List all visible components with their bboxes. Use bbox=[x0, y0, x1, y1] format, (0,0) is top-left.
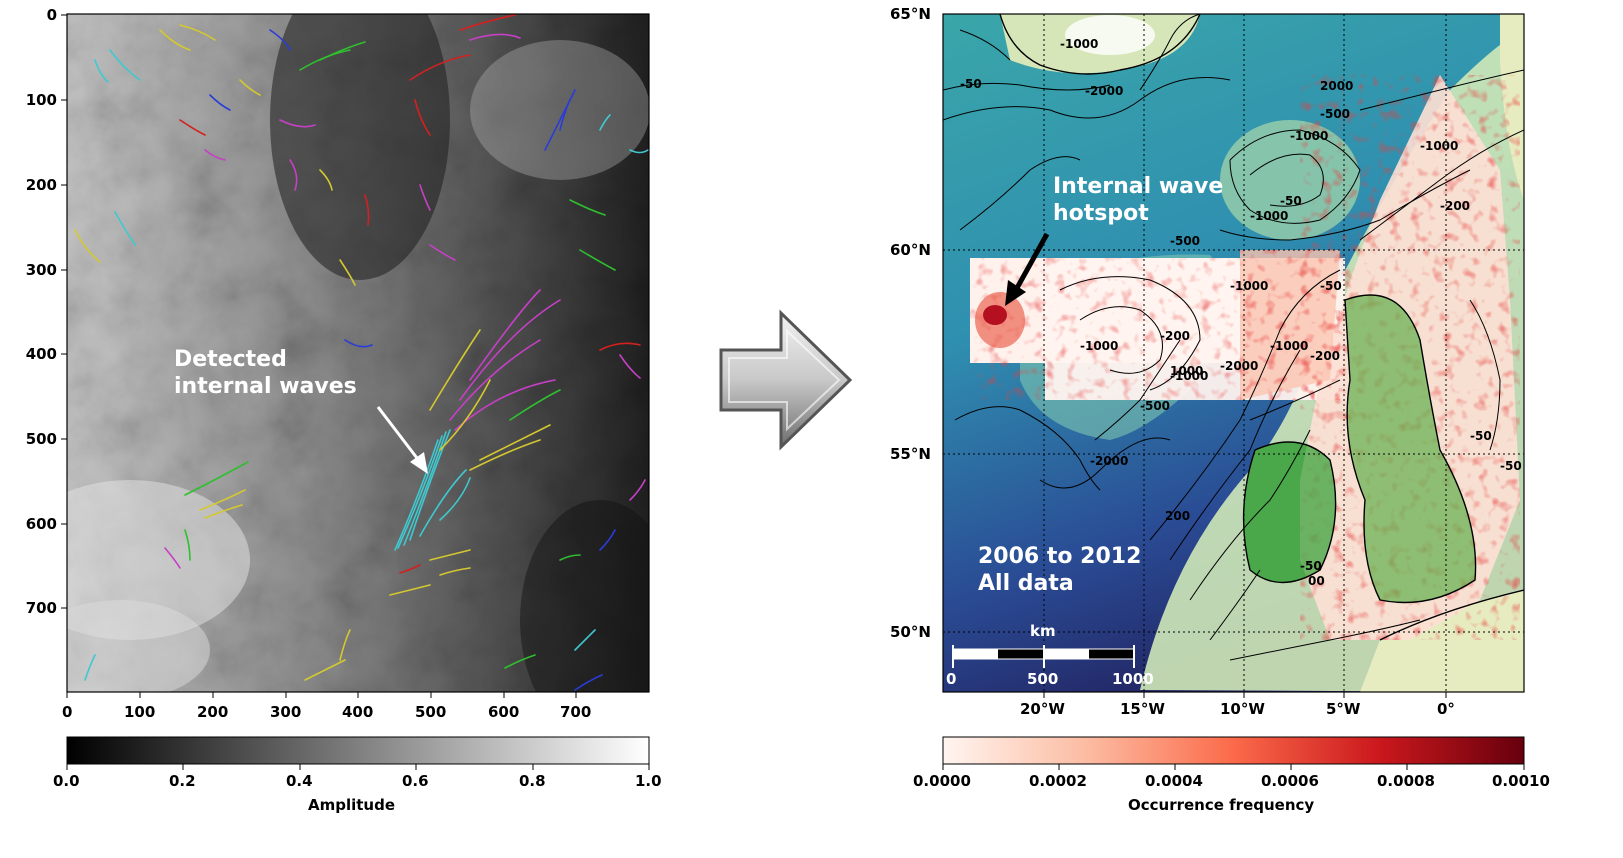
contour-label: -200 bbox=[1440, 199, 1470, 213]
detected-wave-traces bbox=[74, 14, 649, 691]
hotspot-line1: Internal wave bbox=[1053, 174, 1224, 199]
lat-tick-label: 60°N bbox=[890, 241, 931, 259]
lon-tick-label: 5°W bbox=[1326, 700, 1361, 718]
contour-label: -1000 bbox=[1080, 339, 1118, 353]
contour-label: -50 bbox=[1280, 194, 1302, 208]
colorbar-title: Amplitude bbox=[308, 796, 396, 814]
scale-tick-label: 0 bbox=[946, 670, 957, 688]
contour-label: -500 bbox=[1140, 399, 1170, 413]
scale-unit: km bbox=[1030, 622, 1056, 640]
contour-label: -50 bbox=[960, 77, 982, 91]
contour-label: -200 bbox=[1310, 349, 1340, 363]
y-tick-label: 400 bbox=[25, 345, 57, 363]
lon-tick-label: 10°W bbox=[1220, 700, 1265, 718]
right-arrow-icon bbox=[719, 309, 853, 451]
period-line1: 2006 to 2012 bbox=[978, 544, 1142, 569]
y-tick-label: 700 bbox=[25, 599, 57, 617]
contour-label: -50 bbox=[1470, 429, 1492, 443]
lat-tick-label: 50°N bbox=[890, 623, 931, 641]
hotspot-annotation: Internal wave hotspot bbox=[1053, 173, 1223, 227]
contour-label: -2000 bbox=[1090, 454, 1128, 468]
y-tick-label: 600 bbox=[25, 515, 57, 533]
contour-label: -50 bbox=[1320, 279, 1342, 293]
lon-tick-label: 15°W bbox=[1120, 700, 1165, 718]
lon-tick-label: 20°W bbox=[1020, 700, 1065, 718]
y-tick-label: 0 bbox=[46, 6, 57, 24]
colorbar-tick-label: 0.0008 bbox=[1377, 772, 1435, 790]
contour-label: -50 bbox=[1500, 459, 1522, 473]
scale-tick-label: 1000 bbox=[1112, 670, 1154, 688]
contour-label: -2000 bbox=[1220, 359, 1258, 373]
contour-label: -1000 bbox=[1420, 139, 1458, 153]
x-tick-label: 200 bbox=[197, 703, 229, 721]
x-tick-label: 100 bbox=[124, 703, 156, 721]
lat-tick-label: 65°N bbox=[890, 5, 931, 23]
white-arrow-icon bbox=[376, 406, 428, 474]
colorbar-title: Occurrence frequency bbox=[1128, 796, 1315, 814]
contour-label: 00 bbox=[1308, 574, 1325, 588]
contour-label: -1000 bbox=[1170, 369, 1208, 383]
x-tick-label: 0 bbox=[62, 703, 73, 721]
contour-labels: -50 -1000 -2000 -500 -1000 -50 -1000 -50… bbox=[960, 37, 1522, 588]
colorbar-tick-label: 0.0002 bbox=[1029, 772, 1087, 790]
contour-label: -200 bbox=[1160, 329, 1190, 343]
bathymetry-contours bbox=[943, 14, 1524, 661]
contour-label: 200 bbox=[1165, 509, 1190, 523]
black-arrow-icon bbox=[1005, 232, 1050, 306]
scale-tick-label: 500 bbox=[1027, 670, 1059, 688]
contour-label: -1000 bbox=[1290, 129, 1328, 143]
y-tick-label: 500 bbox=[25, 430, 57, 448]
contour-label: 1000 bbox=[1170, 364, 1203, 378]
annotation-line1: Detected bbox=[174, 347, 287, 372]
period-annotation: 2006 to 2012 All data bbox=[978, 543, 1141, 597]
colorbar-tick-label: 0.4 bbox=[286, 772, 313, 790]
x-tick-label: 600 bbox=[488, 703, 520, 721]
colorbar-tick-label: 1.0 bbox=[635, 772, 662, 790]
contour-label: 2000 bbox=[1320, 79, 1353, 93]
y-tick-label: 100 bbox=[25, 91, 57, 109]
x-tick-label: 400 bbox=[342, 703, 374, 721]
colorbar-tick-label: 0.8 bbox=[519, 772, 546, 790]
lat-tick-label: 55°N bbox=[890, 445, 931, 463]
colorbar-tick-label: 0.0010 bbox=[1492, 772, 1550, 790]
x-tick-label: 300 bbox=[270, 703, 302, 721]
colorbar-tick-label: 0.0004 bbox=[1145, 772, 1203, 790]
colorbar-tick-label: 0.6 bbox=[402, 772, 429, 790]
scale-bar bbox=[952, 645, 1135, 668]
contour-label: -50 bbox=[1300, 559, 1322, 573]
lon-tick-label: 0° bbox=[1437, 700, 1455, 718]
hotspot-line2: hotspot bbox=[1053, 201, 1149, 226]
colorbar-tick-label: 0.0 bbox=[53, 772, 80, 790]
y-tick-label: 300 bbox=[25, 261, 57, 279]
contour-label: -500 bbox=[1170, 234, 1200, 248]
contour-label: -1000 bbox=[1270, 339, 1308, 353]
period-line2: All data bbox=[978, 571, 1074, 596]
colorbar-tick-label: 0.0006 bbox=[1261, 772, 1319, 790]
contour-label: -1000 bbox=[1250, 209, 1288, 223]
contour-label: -2000 bbox=[1085, 84, 1123, 98]
annotation-line2: internal waves bbox=[174, 374, 357, 399]
detected-waves-annotation: Detected internal waves bbox=[174, 346, 357, 400]
contour-label: -1000 bbox=[1060, 37, 1098, 51]
contour-label: -1000 bbox=[1230, 279, 1268, 293]
colorbar-tick-label: 0.2 bbox=[169, 772, 196, 790]
colorbar-tick-label: 0.0000 bbox=[913, 772, 971, 790]
sar-amplitude-image bbox=[61, 13, 650, 770]
contour-label: -500 bbox=[1320, 107, 1350, 121]
x-tick-label: 500 bbox=[415, 703, 447, 721]
y-tick-label: 200 bbox=[25, 176, 57, 194]
x-tick-label: 700 bbox=[560, 703, 592, 721]
